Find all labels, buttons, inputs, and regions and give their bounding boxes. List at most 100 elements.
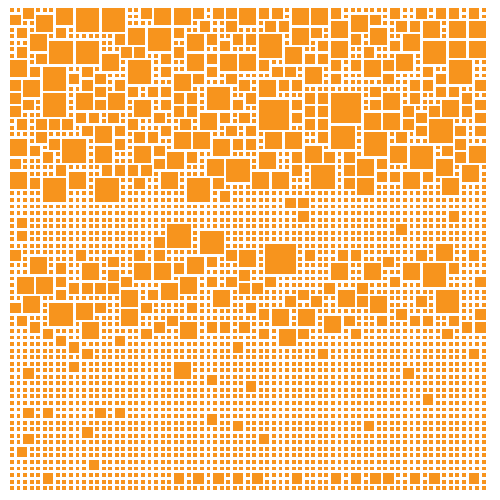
mosaic-tile-small xyxy=(370,453,375,458)
mosaic-tile-small xyxy=(55,446,60,451)
mosaic-tile-small xyxy=(239,237,244,242)
mosaic-tile-small xyxy=(396,361,401,366)
mosaic-tile-small xyxy=(154,224,159,229)
mosaic-tile-small xyxy=(409,217,414,222)
mosaic-tile-small xyxy=(304,374,309,379)
mosaic-tile-small xyxy=(429,224,434,229)
mosaic-tile-medium xyxy=(95,302,106,314)
mosaic-tile-medium xyxy=(147,289,159,301)
mosaic-tile-small xyxy=(272,446,276,451)
mosaic-tile-small xyxy=(363,34,368,39)
mosaic-tile-small xyxy=(330,211,335,215)
mosaic-tile-small xyxy=(68,387,73,392)
mosaic-tile-small xyxy=(350,348,355,353)
mosaic-tile-small xyxy=(49,250,54,255)
mosaic-tile-small xyxy=(226,407,231,412)
mosaic-tile-small xyxy=(62,453,67,458)
mosaic-tile-small xyxy=(291,348,296,353)
mosaic-tile-medium xyxy=(422,80,434,91)
mosaic-tile-small xyxy=(258,191,263,196)
mosaic-tile-small xyxy=(88,374,93,379)
mosaic-tile-small xyxy=(422,414,427,419)
mosaic-tile-small xyxy=(409,401,414,405)
mosaic-tile-medium xyxy=(291,27,309,45)
mosaic-tile-small xyxy=(317,270,322,274)
mosaic-tile-small xyxy=(389,328,394,333)
mosaic-tile-medium xyxy=(455,139,466,150)
mosaic-tile-small xyxy=(337,368,342,373)
mosaic-tile-small xyxy=(265,224,270,229)
mosaic-tile-small xyxy=(298,466,303,471)
mosaic-tile-small xyxy=(317,387,322,392)
mosaic-tile-small xyxy=(403,427,407,432)
mosaic-tile-small xyxy=(350,53,355,58)
mosaic-tile-small xyxy=(461,459,466,464)
mosaic-tile-small xyxy=(180,191,185,196)
mosaic-tile-small xyxy=(68,237,73,242)
mosaic-tile-small xyxy=(141,289,145,294)
mosaic-tile-small xyxy=(127,427,132,432)
mosaic-tile-small xyxy=(226,355,231,360)
mosaic-tile-small xyxy=(108,335,113,340)
mosaic-tile-small xyxy=(330,433,335,438)
mosaic-tile-small xyxy=(23,197,28,202)
mosaic-tile-small xyxy=(272,217,276,222)
mosaic-tile-medium xyxy=(232,34,244,45)
mosaic-tile-small xyxy=(226,387,231,392)
mosaic-tile-medium xyxy=(180,322,198,340)
mosaic-tile-medium xyxy=(10,14,21,26)
mosaic-tile-small xyxy=(435,211,440,215)
mosaic-tile-small xyxy=(199,440,204,445)
mosaic-tile-small xyxy=(311,427,316,432)
mosaic-tile-small xyxy=(219,348,224,353)
mosaic-tile-small xyxy=(435,152,440,157)
mosaic-tile-small xyxy=(416,139,421,143)
mosaic-tile-small xyxy=(199,387,204,392)
mosaic-tile-small xyxy=(101,296,106,301)
mosaic-tile-small xyxy=(429,420,434,425)
mosaic-tile-small xyxy=(141,86,145,91)
mosaic-tile-small xyxy=(435,394,440,399)
mosaic-tile-small xyxy=(370,374,375,379)
mosaic-tile-small xyxy=(317,283,322,288)
mosaic-tile-small xyxy=(304,486,309,491)
mosaic-tile-small xyxy=(481,427,486,432)
mosaic-tile-small xyxy=(357,446,362,451)
mosaic-tile-small xyxy=(481,433,486,438)
mosaic-tile-small xyxy=(134,361,139,366)
mosaic-tile-small xyxy=(173,381,178,386)
mosaic-tile-small xyxy=(199,374,204,379)
mosaic-tile-small xyxy=(298,93,303,98)
mosaic-tile-small xyxy=(134,204,139,209)
mosaic-tile-small xyxy=(160,361,165,366)
mosaic-tile-small xyxy=(68,191,73,196)
mosaic-tile-small xyxy=(219,21,224,26)
mosaic-tile-small xyxy=(370,355,375,360)
mosaic-tile-small xyxy=(383,230,388,235)
mosaic-tile-small xyxy=(232,112,237,117)
mosaic-tile-small xyxy=(337,486,342,491)
mosaic-tile-small xyxy=(154,414,159,419)
mosaic-tile-small xyxy=(134,348,139,353)
mosaic-tile-small xyxy=(298,355,303,360)
mosaic-tile-small xyxy=(403,381,407,386)
mosaic-tile-small xyxy=(324,237,329,242)
mosaic-tile-small xyxy=(232,211,237,215)
mosaic-tile-small xyxy=(272,486,276,491)
mosaic-tile-medium xyxy=(475,276,486,288)
mosaic-tile-small xyxy=(376,184,381,189)
mosaic-tile-small xyxy=(291,381,296,386)
mosaic-tile-small xyxy=(160,342,165,346)
mosaic-tile-small xyxy=(435,407,440,412)
mosaic-tile-small xyxy=(350,8,355,12)
mosaic-tile-small xyxy=(344,361,348,366)
mosaic-tile-small xyxy=(226,184,231,189)
mosaic-tile-small xyxy=(186,459,191,464)
mosaic-tile-small xyxy=(127,459,132,464)
mosaic-tile-small xyxy=(416,237,421,242)
mosaic-tile-small xyxy=(232,440,237,445)
mosaic-tile-small xyxy=(88,152,93,157)
mosaic-tile-small xyxy=(199,466,204,471)
mosaic-tile-small xyxy=(55,204,60,209)
mosaic-tile-small xyxy=(422,342,427,346)
